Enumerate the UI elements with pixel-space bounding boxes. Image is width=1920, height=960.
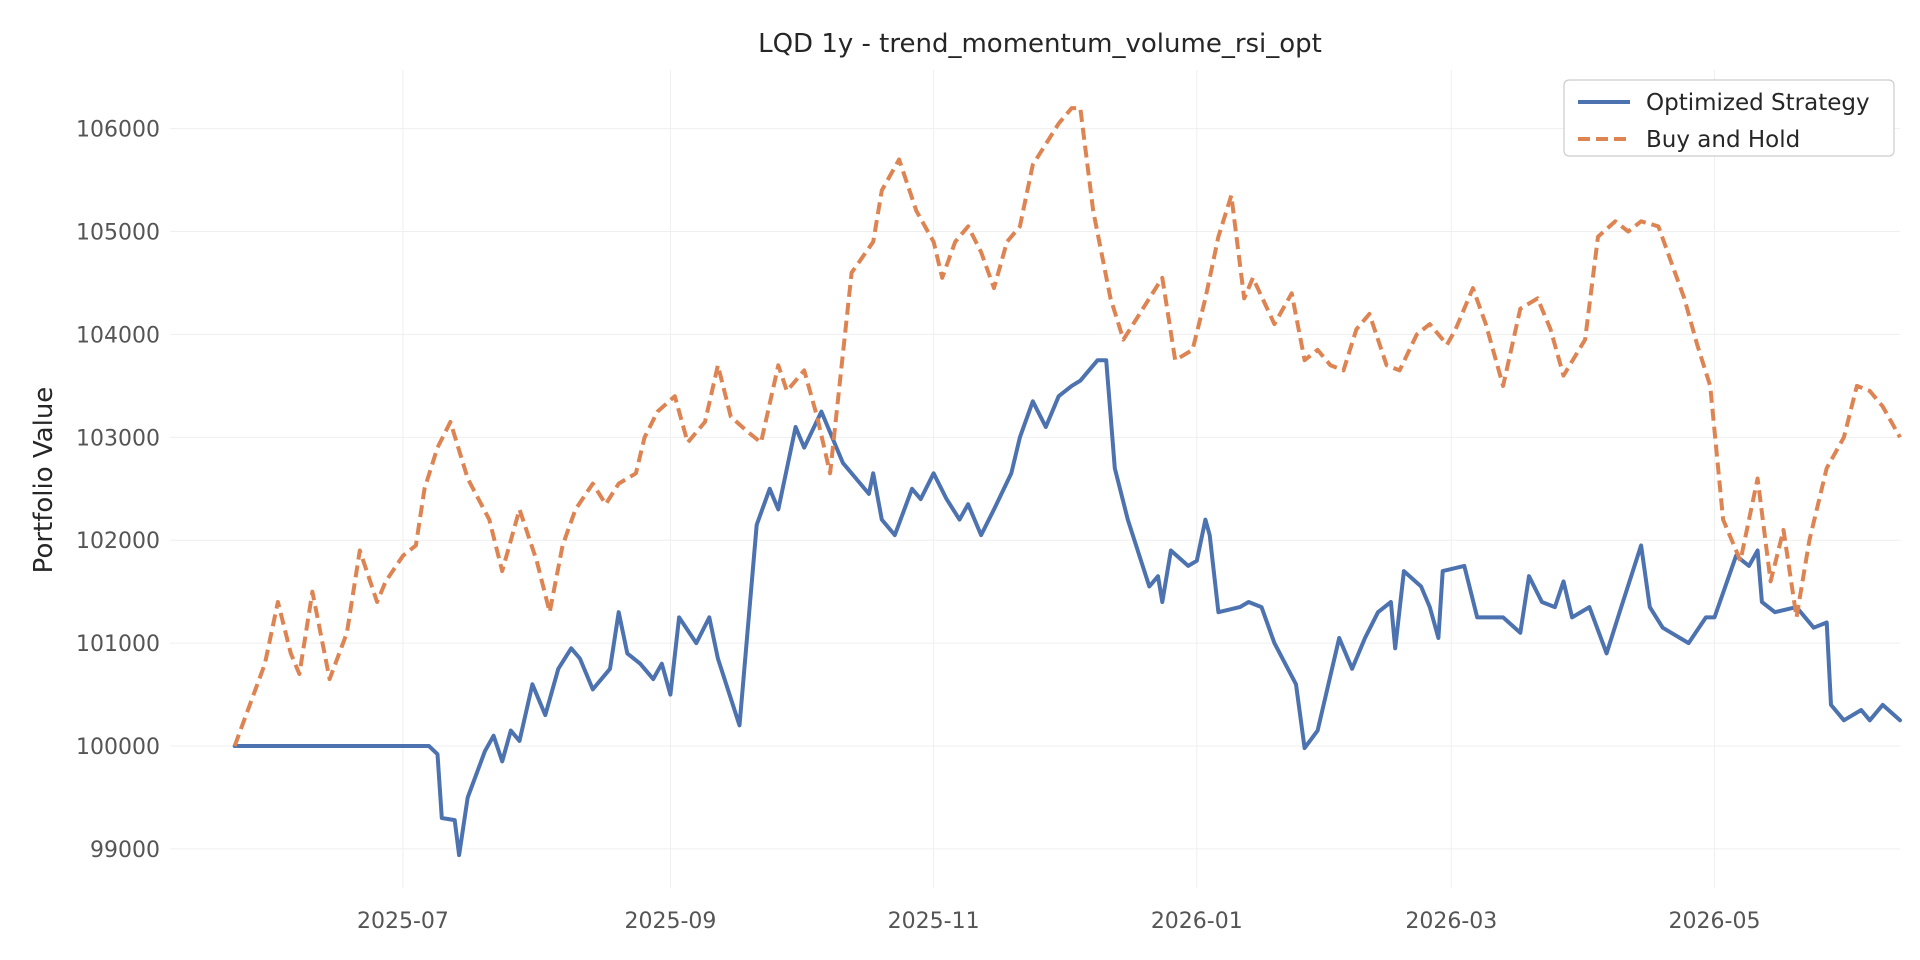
y-tick-label: 105000 (76, 221, 160, 246)
y-tick-label: 102000 (76, 529, 160, 554)
x-tick-label: 2025-07 (357, 909, 449, 934)
y-tick-label: 100000 (76, 735, 160, 760)
legend-box (1563, 79, 1895, 157)
chart-title: LQD 1y - trend_momentum_volume_rsi_opt (758, 29, 1322, 59)
y-tick-label: 103000 (76, 426, 160, 451)
legend-label: Buy and Hold (1646, 127, 1800, 153)
x-tick-label: 2025-09 (624, 909, 716, 934)
x-tick-label: 2026-01 (1151, 909, 1243, 934)
series-line-optimized-strategy (232, 358, 1902, 858)
x-tick-label: 2026-03 (1405, 909, 1497, 934)
y-tick-label: 101000 (76, 632, 160, 657)
y-tick-label: 106000 (76, 118, 160, 143)
grid (170, 70, 1900, 888)
legend-label: Optimized Strategy (1646, 90, 1870, 116)
x-tick-label: 2025-11 (888, 909, 980, 934)
plot-lines (232, 106, 1902, 858)
series-line-buy-and-hold (232, 106, 1902, 747)
y-tick-label: 99000 (90, 838, 160, 863)
y-tick-label: 104000 (76, 323, 160, 348)
x-axis: 2025-07 2025-09 2025-11 2026-01 2026-03 2026-… (357, 909, 1760, 934)
legend: Optimized Strategy Buy and Hold (1563, 79, 1895, 157)
y-axis-label: Portfolio Value (29, 387, 59, 574)
x-tick-label: 2026-05 (1669, 909, 1761, 934)
y-axis: 99000 100000 101000 102000 103000 104000 10500… (76, 118, 160, 863)
